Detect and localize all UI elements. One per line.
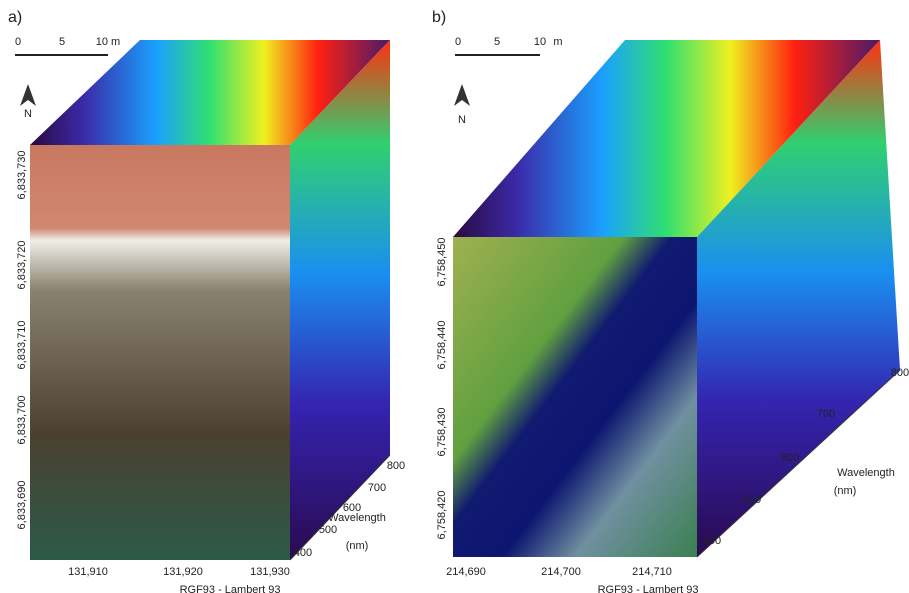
- y-tick-label: 6,833,690: [16, 481, 28, 530]
- scale-label: 10: [534, 36, 546, 48]
- y-tick-label: 6,833,710: [16, 321, 28, 370]
- wavelength-tick-label: 700: [368, 482, 386, 494]
- y-tick-label: 6,833,730: [16, 151, 28, 200]
- cube-top: [30, 40, 390, 145]
- cube-b: [453, 40, 901, 558]
- wavelength-tick-label: 500: [319, 524, 337, 536]
- wavelength-axis: [289, 454, 391, 561]
- x-tick-label: 131,930: [250, 566, 290, 578]
- wavelength-title: Wavelength: [328, 512, 386, 524]
- scale-label: 0: [15, 36, 21, 48]
- north-label: N: [458, 114, 466, 126]
- north-label: N: [24, 108, 32, 120]
- scale-label: 5: [494, 36, 500, 48]
- scale-label: 10 m: [96, 36, 120, 48]
- cube-side: [290, 40, 390, 560]
- wavelength-tick-label: 600: [343, 502, 361, 514]
- wavelength-tick-label: 400: [703, 535, 721, 547]
- x-tick-label: 214,710: [632, 566, 672, 578]
- scale-label: 5: [59, 36, 65, 48]
- panel-label: a): [8, 9, 22, 26]
- x-tick-label: 131,910: [68, 566, 108, 578]
- cube-front-image: [453, 237, 697, 557]
- y-tick-label: 6,758,420: [436, 491, 448, 540]
- cube-front-image: [30, 145, 290, 560]
- wavelength-unit: (nm): [346, 540, 369, 552]
- y-tick-label: 6,833,720: [16, 241, 28, 290]
- wavelength-axis: [696, 369, 901, 558]
- wavelength-unit: (nm): [834, 485, 857, 497]
- panel-label: b): [432, 9, 446, 26]
- x-tick-label: 214,690: [446, 566, 486, 578]
- wavelength-tick-label: 800: [387, 460, 405, 472]
- y-tick-label: 6,833,700: [16, 396, 28, 445]
- cube-a: [15, 40, 391, 561]
- wavelength-tick-label: 700: [817, 408, 835, 420]
- wavelength-tick-label: 600: [781, 452, 799, 464]
- x-axis-title: RGF93 - Lambert 93: [598, 584, 699, 593]
- x-axis-title: RGF93 - Lambert 93: [180, 584, 281, 593]
- wavelength-tick-label: 400: [294, 547, 312, 559]
- y-tick-label: 6,758,450: [436, 238, 448, 287]
- x-tick-label: 131,920: [163, 566, 203, 578]
- wavelength-tick-label: 500: [743, 494, 761, 506]
- x-tick-label: 214,700: [541, 566, 581, 578]
- wavelength-tick-label: 800: [891, 367, 909, 379]
- north-arrow: [454, 84, 470, 106]
- scale-label: m: [553, 36, 562, 48]
- scale-label: 0: [455, 36, 461, 48]
- north-arrow: [20, 84, 36, 106]
- y-tick-label: 6,758,440: [436, 321, 448, 370]
- cube-side: [697, 40, 900, 557]
- wavelength-title: Wavelength: [837, 467, 895, 479]
- cube-top: [453, 40, 880, 237]
- y-tick-label: 6,758,430: [436, 408, 448, 457]
